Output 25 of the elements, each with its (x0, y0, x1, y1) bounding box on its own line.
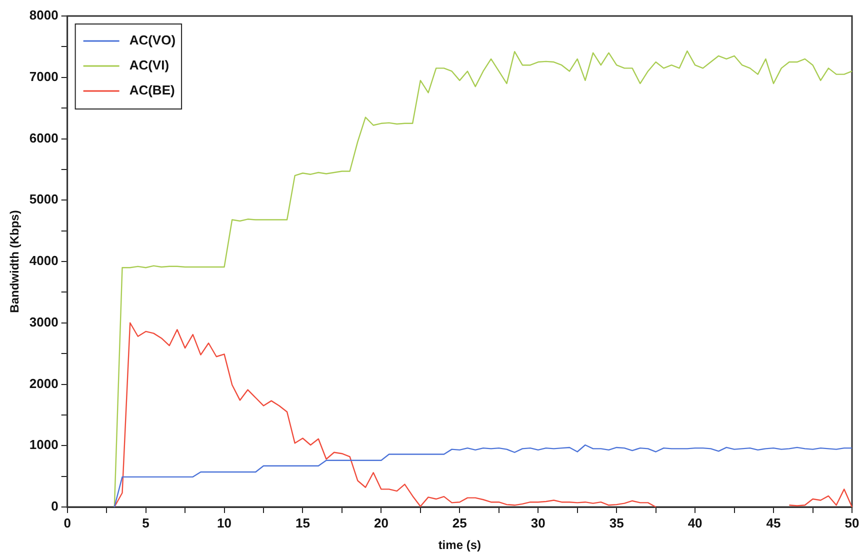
y-tick-label: 6000 (29, 130, 58, 146)
y-tick-label: 1000 (29, 437, 58, 452)
x-tick-label: 45 (766, 515, 781, 530)
y-tick-label: 0 (51, 498, 58, 514)
x-tick-label: 20 (374, 515, 388, 530)
legend-label: AC(VO) (129, 32, 176, 48)
x-tick-label: 35 (609, 515, 624, 530)
legend-label: AC(VI) (129, 58, 170, 73)
y-tick-label: 3000 (29, 314, 58, 330)
x-tick-label: 0 (64, 515, 71, 530)
x-tick-label: 5 (142, 515, 150, 530)
y-tick-label: 4000 (29, 253, 58, 268)
y-tick-label: 2000 (29, 376, 58, 391)
y-tick-label: 8000 (29, 8, 58, 23)
legend-label: AC(BE) (129, 82, 175, 98)
x-tick-label: 15 (295, 515, 310, 530)
x-axis-title: time (s) (438, 538, 482, 552)
y-tick-label: 7000 (29, 68, 58, 84)
x-tick-label: 25 (452, 515, 467, 530)
y-tick-label: 5000 (29, 192, 58, 207)
y-axis-title: Bandwidth (Kbps) (8, 210, 22, 313)
x-tick-label: 30 (530, 515, 546, 530)
x-tick-label: 40 (688, 515, 702, 530)
x-tick-label: 50 (844, 515, 860, 530)
x-tick-label: 10 (217, 515, 232, 530)
